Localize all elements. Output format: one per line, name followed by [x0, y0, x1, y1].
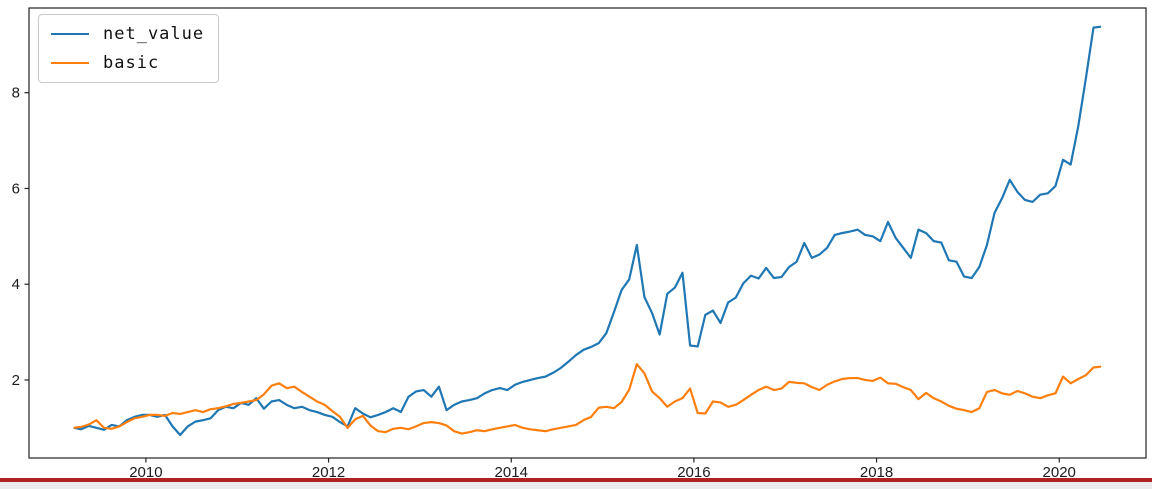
legend-item-basic: basic: [51, 51, 204, 75]
x-tick-label: 2020: [1043, 464, 1076, 481]
y-tick-label: 4: [12, 276, 20, 293]
y-tick-label: 6: [12, 180, 20, 197]
window-bottom-border: [0, 478, 1152, 482]
series-line-net_value: [73, 25, 1102, 437]
x-tick-label: 2012: [312, 464, 345, 481]
legend-item-net-value: net_value: [51, 22, 204, 46]
x-tick-label: 2018: [860, 464, 893, 481]
line-sample-net-value-icon: [51, 33, 89, 35]
x-tick-label: 2016: [677, 464, 710, 481]
x-tick-label: 2010: [129, 464, 162, 481]
window-bottom-margin: [0, 481, 1152, 489]
x-tick-label: 2014: [495, 464, 528, 481]
legend: net_value basic: [38, 14, 220, 83]
y-tick-label: 8: [12, 85, 20, 102]
legend-label-net-value: net_value: [103, 24, 205, 44]
series-line-basic: [73, 363, 1102, 435]
legend-label-basic: basic: [103, 53, 160, 73]
line-sample-basic-icon: [51, 62, 89, 64]
y-tick-label: 2: [12, 372, 20, 389]
plot-area: [28, 7, 1147, 459]
